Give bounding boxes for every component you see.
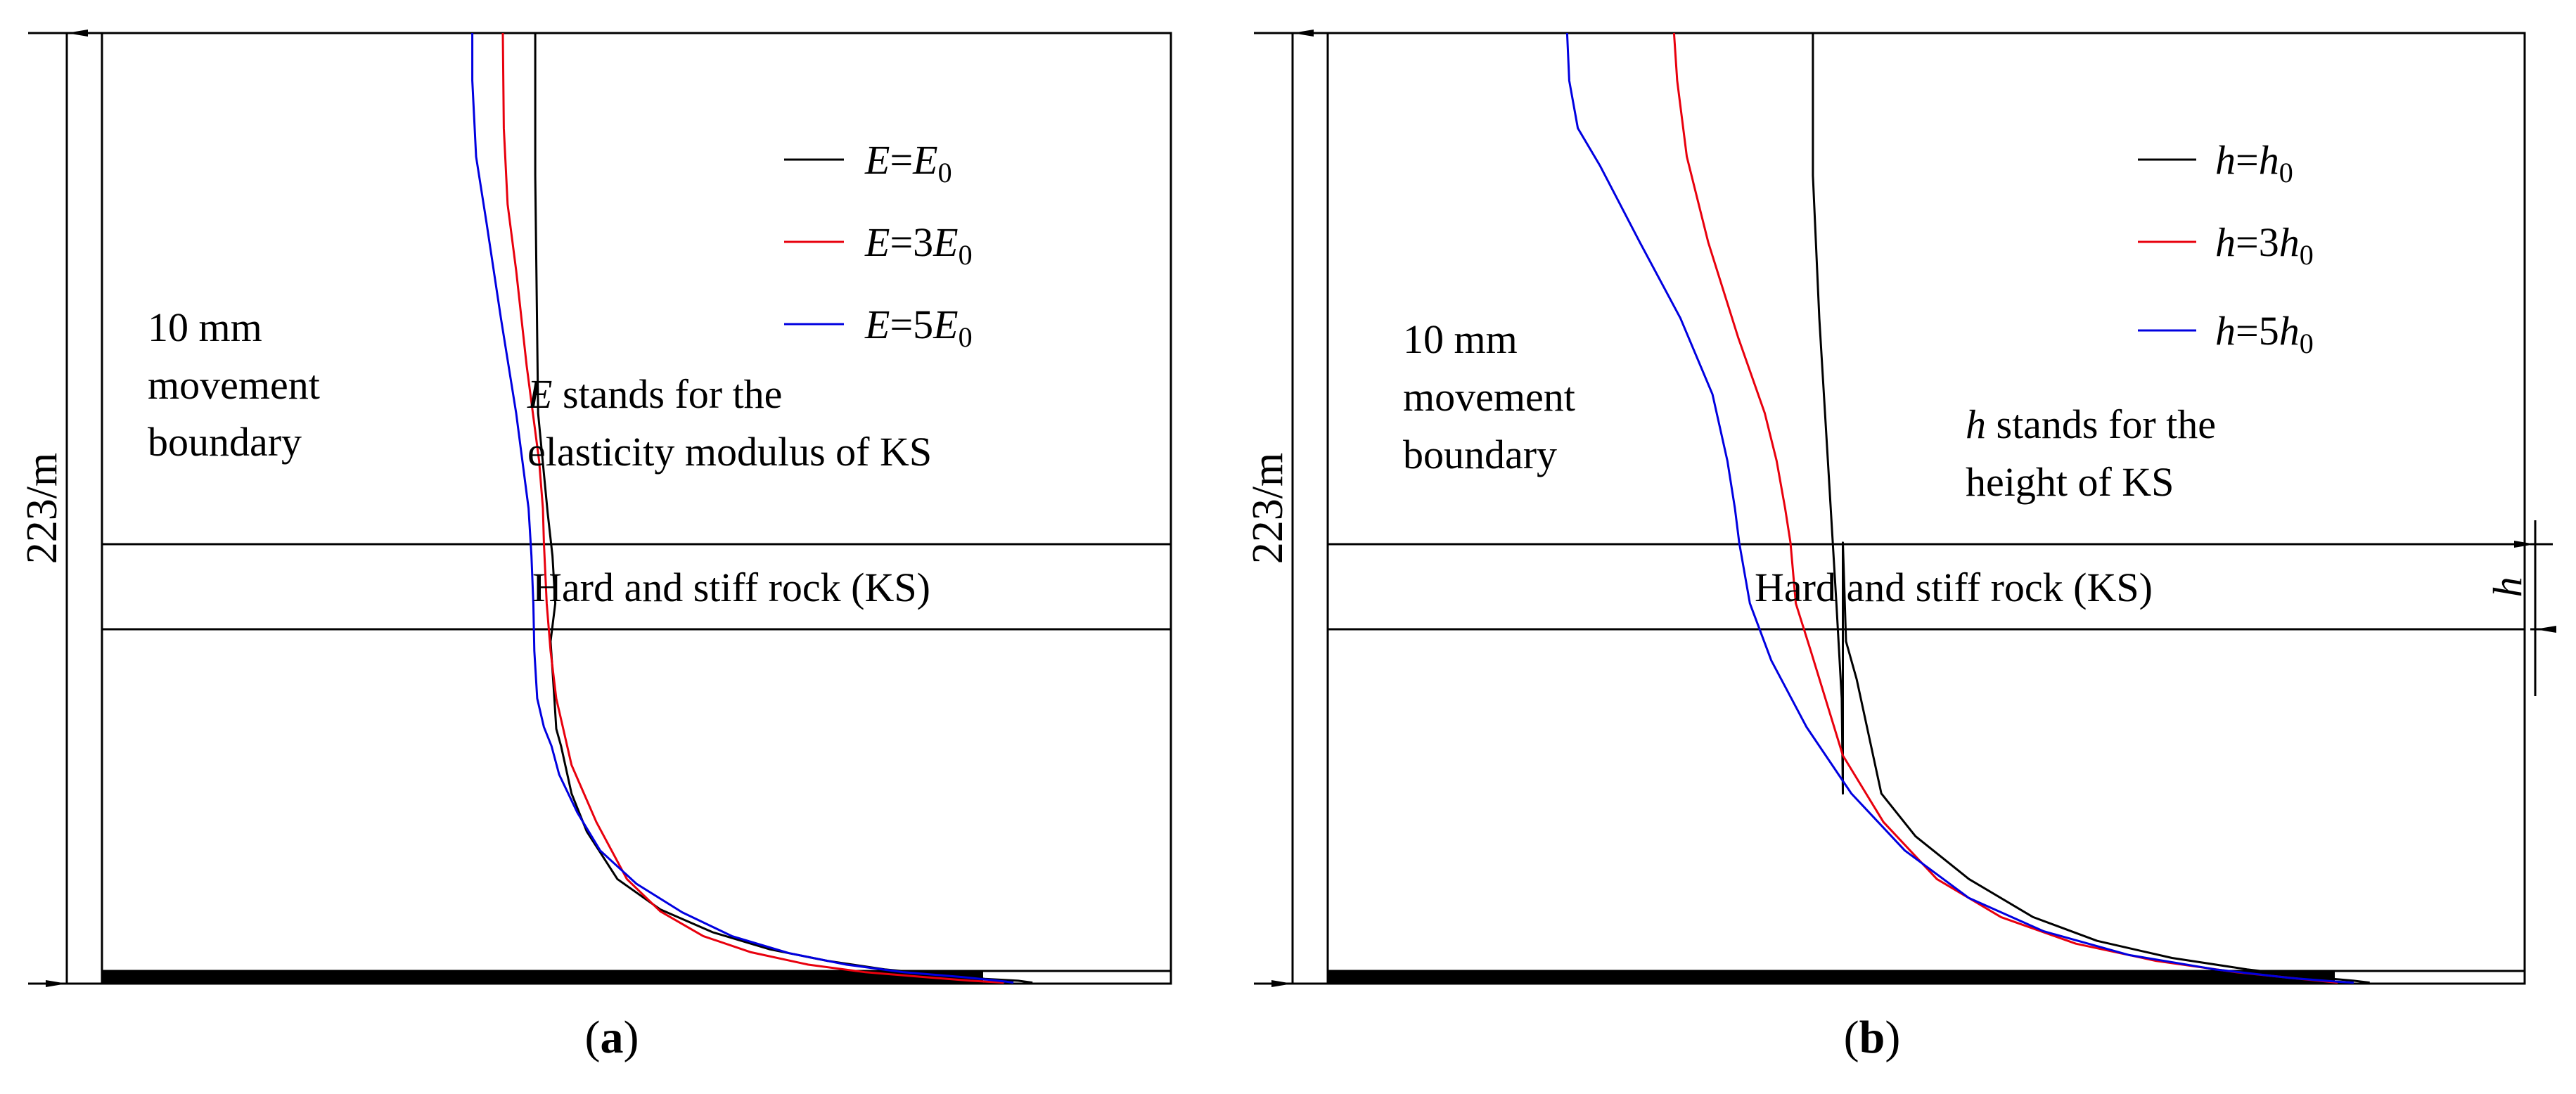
legend-b-label-1: h=h0 bbox=[2215, 137, 2293, 188]
panel-b-curves bbox=[1565, 32, 2370, 984]
panel-a-series-2 bbox=[501, 32, 1004, 984]
panel-a-legend: E=E0 E=3E0 E=5E0 bbox=[784, 137, 973, 353]
legend-b-label-2: h=3h0 bbox=[2215, 219, 2314, 271]
panel-b-boundary-line1: 10 mm bbox=[1403, 316, 1518, 362]
legend-a-label-2: E=3E0 bbox=[864, 219, 973, 271]
panel-b: 223/m h 10 mm movement boundary h stands… bbox=[1244, 29, 2556, 1063]
panel-b-frame bbox=[1326, 32, 2526, 985]
panel-b-series-1 bbox=[1812, 33, 2370, 984]
panel-a-note-line1: E stands for the bbox=[527, 371, 782, 417]
panel-a-boundary-line3: boundary bbox=[148, 419, 302, 465]
panel-a-caption: (a) bbox=[585, 1012, 639, 1063]
panel-a-curves bbox=[471, 32, 1033, 984]
panel-b-coal-seam bbox=[1328, 972, 2335, 984]
panel-b-h-label: h bbox=[2485, 577, 2530, 598]
panel-b-note-line1: h stands for the bbox=[1966, 401, 2216, 447]
panel-b-note-line2: height of KS bbox=[1966, 459, 2174, 505]
panel-b-height-label: 223/m bbox=[1244, 453, 1292, 564]
panel-b-ks-label: Hard and stiff rock (KS) bbox=[1755, 565, 2153, 610]
panel-a-coal-seam bbox=[102, 972, 983, 984]
panel-a: 223/m 10 mm movement boundary E stands f… bbox=[18, 29, 1172, 1063]
panel-a-height-label: 223/m bbox=[18, 453, 66, 564]
panel-b-legend: h=h0 h=3h0 h=5h0 bbox=[2138, 137, 2314, 359]
panel-a-boundary-line1: 10 mm bbox=[148, 304, 262, 350]
panel-a-ks-label: Hard and stiff rock (KS) bbox=[532, 565, 930, 610]
legend-b-label-3: h=5h0 bbox=[2215, 308, 2314, 359]
panel-a-series-3 bbox=[471, 33, 1014, 984]
panel-a-series-1 bbox=[534, 33, 1033, 984]
panel-a-boundary-line2: movement bbox=[148, 362, 320, 408]
panel-a-frame bbox=[101, 32, 1172, 985]
panel-b-boundary-line2: movement bbox=[1403, 374, 1575, 420]
panel-a-note-line2: elasticity modulus of KS bbox=[527, 429, 932, 475]
panel-b-boundary-line3: boundary bbox=[1403, 432, 1557, 477]
legend-a-label-3: E=5E0 bbox=[864, 302, 973, 353]
legend-a-label-1: E=E0 bbox=[864, 137, 952, 188]
panel-b-caption: (b) bbox=[1844, 1012, 1901, 1063]
panel-b-series-3 bbox=[1565, 32, 2354, 984]
